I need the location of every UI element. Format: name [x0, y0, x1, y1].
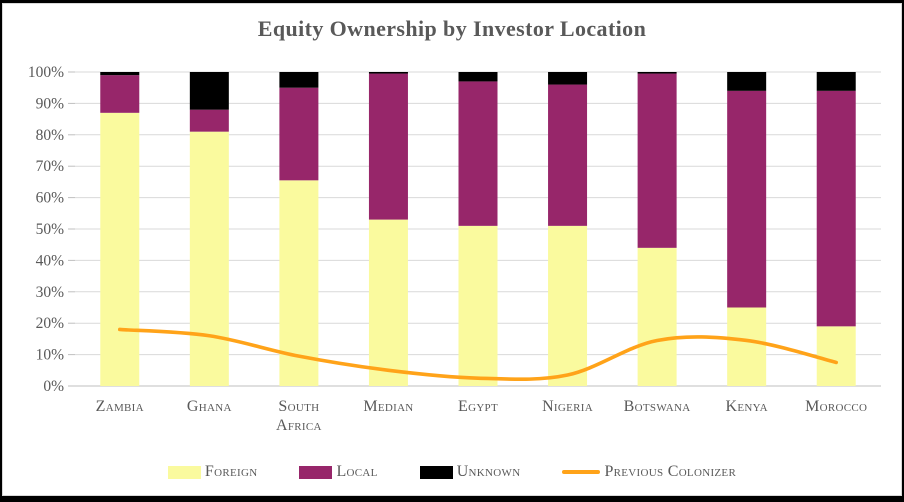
bar-segment-unknown	[189, 72, 229, 110]
bar-segment-local	[637, 73, 677, 248]
x-axis-label: Nigeria	[542, 398, 593, 415]
previous-colonizer-line	[117, 327, 839, 382]
bar-segment-unknown	[458, 72, 498, 82]
legend-item-previous-colonizer: Previous Colonizer	[562, 463, 736, 481]
chart-title: Equity Ownership by Investor Location	[257, 16, 647, 41]
legend: Foreign Local Unknown Previous Colonizer	[3, 463, 901, 481]
x-axis-label: Zambia	[96, 398, 144, 415]
legend-item-unknown: Unknown	[419, 463, 521, 481]
legend-item-foreign: Foreign	[167, 463, 258, 481]
y-tick-label: 90%	[36, 95, 65, 112]
x-axis-label: South Africa	[276, 398, 322, 434]
bar-segment-foreign	[189, 131, 229, 386]
y-tick-label: 60%	[36, 190, 65, 207]
legend-label: Previous Colonizer	[604, 463, 737, 480]
x-axis-label: Median	[363, 398, 413, 415]
bar-segment-local	[368, 73, 408, 220]
bar-segment-foreign	[727, 307, 767, 386]
bar-segment-unknown	[368, 72, 408, 74]
x-axis-label: Kenya	[725, 398, 767, 415]
legend-item-local: Local	[299, 463, 377, 481]
bar-segment-local	[548, 84, 588, 226]
y-tick-label: 40%	[36, 252, 65, 269]
legend-label: Foreign	[204, 463, 258, 480]
plot-area: 0% 10% 20% 30% 40% 50% 60% 70% 80% 90% 100% Zambia G…	[28, 64, 881, 434]
bar-segment-local	[100, 75, 140, 113]
x-axis-label: Botswana	[624, 398, 691, 415]
bar-segment-foreign	[637, 247, 677, 386]
bar-segment-local	[816, 90, 856, 327]
bar-segment-foreign	[100, 112, 140, 386]
chart-canvas: Equity Ownership by Investor Location 0%…	[2, 3, 902, 496]
legend-label: Local	[336, 463, 378, 480]
bar-segment-unknown	[727, 72, 767, 91]
bar-segment-unknown	[100, 72, 140, 76]
bar-segment-unknown	[279, 72, 319, 88]
bar-segment-foreign	[368, 219, 408, 386]
y-tick-label: 100%	[28, 64, 64, 81]
bar-segment-local	[458, 81, 498, 226]
bar-segment-foreign	[548, 225, 588, 386]
legend-swatch-unknown	[419, 465, 453, 479]
y-tick-label: 80%	[36, 127, 65, 144]
y-tick-label: 30%	[36, 284, 65, 301]
bar-segment-unknown	[637, 72, 677, 74]
bar-segment-unknown	[548, 72, 588, 85]
y-tick-label: 20%	[36, 315, 65, 332]
legend-swatch-foreign	[167, 465, 201, 479]
y-tick-label: 0%	[43, 378, 64, 395]
y-tick-label: 50%	[36, 221, 65, 238]
legend-swatch-previous-colonizer	[562, 470, 601, 474]
x-axis-label: Ghana	[187, 398, 232, 415]
y-tick-label: 10%	[36, 347, 65, 364]
bar-segment-foreign	[458, 225, 498, 386]
bar-segment-unknown	[816, 72, 856, 91]
x-axis-label: Morocco	[805, 398, 867, 415]
bar-segment-local	[189, 109, 229, 132]
legend-swatch-local	[299, 465, 333, 479]
bar-segment-foreign	[816, 326, 856, 386]
y-tick-label: 70%	[36, 158, 65, 175]
bar-segment-local	[279, 87, 319, 181]
bar-segment-local	[727, 90, 767, 308]
x-axis-label: Egypt	[458, 398, 498, 415]
legend-label: Unknown	[456, 463, 521, 480]
